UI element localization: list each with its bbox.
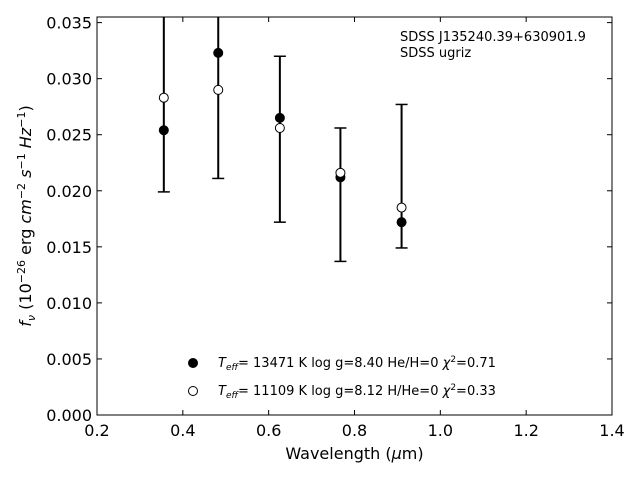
y-tick-label: 0.025 xyxy=(46,126,92,145)
y-tick-label: 0.035 xyxy=(46,14,92,33)
legend: Teff= 13471 K log g=8.40 He/H=0 χ2=0.71 … xyxy=(188,355,496,401)
x-tick-label: 0.6 xyxy=(256,421,281,440)
legend-label-open: Teff= 11109 K log g=8.12 H/He=0 χ2=0.33 xyxy=(218,383,496,401)
axis-ticks: 0.2 0.4 0.6 0.8 1.0 1.2 1.4 0.000 0.005 0.010 0.01… xyxy=(46,14,625,440)
annotation-filter: SDSS ugriz xyxy=(400,46,471,61)
x-tick-label: 0.2 xyxy=(84,421,109,440)
model-point-open xyxy=(335,167,346,178)
y-tick-label: 0.010 xyxy=(46,294,92,313)
legend-marker-filled xyxy=(188,358,198,368)
y-tick-label: 0.000 xyxy=(46,406,92,425)
model-point-open xyxy=(213,84,224,95)
y-tick-label: 0.030 xyxy=(46,70,92,89)
model-point-filled xyxy=(158,125,169,136)
model-point-open xyxy=(158,92,169,103)
y-tick-label: 0.005 xyxy=(46,350,92,369)
x-tick-label: 0.4 xyxy=(170,421,195,440)
data-points xyxy=(158,47,407,228)
x-tick-label: 1.2 xyxy=(513,421,538,440)
x-tick-label: 1.0 xyxy=(428,421,453,440)
y-axis-label: fν (10−26 erg cm−2 s−1 Hz−1) xyxy=(15,105,38,326)
model-point-filled xyxy=(396,217,407,228)
legend-label-filled: Teff= 13471 K log g=8.40 He/H=0 χ2=0.71 xyxy=(218,355,496,373)
plot-area xyxy=(96,16,613,416)
model-point-filled xyxy=(274,112,285,123)
annotation-object: SDSS J135240.39+630901.9 xyxy=(400,30,586,45)
model-point-filled xyxy=(213,47,224,58)
model-point-open xyxy=(274,122,285,133)
model-point-open xyxy=(396,202,407,213)
x-tick-label: 1.4 xyxy=(599,421,624,440)
x-tick-label: 0.8 xyxy=(342,421,367,440)
x-axis-label: Wavelength (μm) xyxy=(285,444,423,463)
legend-marker-open xyxy=(188,386,198,396)
y-tick-label: 0.015 xyxy=(46,238,92,257)
y-tick-label: 0.020 xyxy=(46,182,92,201)
error-bars xyxy=(157,17,408,263)
